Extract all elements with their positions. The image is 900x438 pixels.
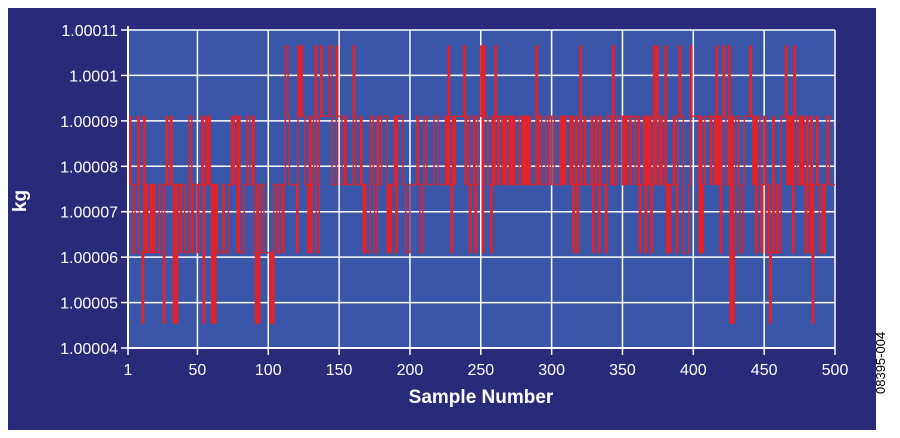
chart: 1.00004 1.00005 1.00006 1.00007 1.00008 1.000… <box>8 8 876 430</box>
series-line <box>128 45 835 324</box>
x-tick-label: 50 <box>189 362 207 379</box>
x-tick-label: 100 <box>255 362 282 379</box>
figure-id: 08395-004 <box>873 331 888 394</box>
x-tick-label: 500 <box>822 362 849 379</box>
x-tick-label: 400 <box>680 362 707 379</box>
x-tick-label: 250 <box>467 362 494 379</box>
y-tick-label: 1.00008 <box>60 159 118 176</box>
x-tick-label: 200 <box>397 362 424 379</box>
x-tick-label: 150 <box>326 362 353 379</box>
y-tick-label: 1.00004 <box>60 341 118 358</box>
y-tick-label: 1.00005 <box>60 296 118 313</box>
y-tick-label: 1.00006 <box>60 250 118 267</box>
x-tick-label: 450 <box>751 362 778 379</box>
series-kg <box>128 45 835 324</box>
x-axis-ticks: 1 50 100 150 200 250 300 350 400 450 500 <box>124 348 849 379</box>
y-axis-label: kg <box>10 190 31 212</box>
x-tick-label: 300 <box>538 362 565 379</box>
y-axis-ticks: 1.00004 1.00005 1.00006 1.00007 1.00008 1.000… <box>60 23 128 358</box>
y-tick-label: 1.00011 <box>61 23 118 40</box>
x-axis-label: Sample Number <box>409 387 554 408</box>
x-tick-label: 1 <box>124 362 133 379</box>
y-tick-label: 1.00007 <box>60 205 118 222</box>
x-tick-label: 350 <box>609 362 636 379</box>
y-tick-label: 1.0001 <box>69 68 118 85</box>
y-tick-label: 1.00009 <box>60 114 118 131</box>
